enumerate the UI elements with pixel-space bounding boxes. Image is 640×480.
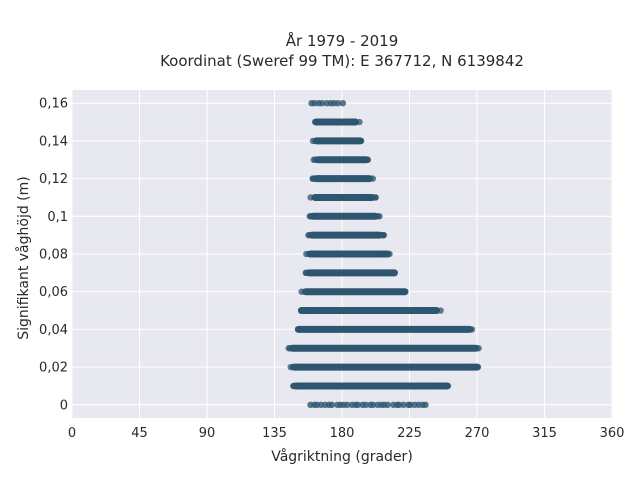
data-point [301, 326, 309, 333]
data-point [436, 382, 444, 390]
y-tick-label: 0,1 [47, 210, 68, 225]
data-point [302, 307, 309, 314]
data-point [314, 156, 322, 163]
x-tick-label: 45 [131, 426, 148, 441]
data-point [328, 401, 336, 409]
y-tick-label: 0,04 [39, 323, 68, 338]
data-point [314, 213, 321, 220]
data-point [311, 118, 319, 126]
x-tick-label: 315 [532, 426, 557, 441]
data-point [384, 401, 391, 409]
data-point [339, 99, 347, 107]
x-tick-label: 135 [262, 426, 287, 441]
data-point [285, 345, 292, 352]
data-point [437, 307, 444, 314]
data-point [371, 231, 378, 239]
data-point [386, 250, 393, 258]
y-tick-label: 0,16 [39, 97, 68, 112]
data-point [309, 175, 316, 182]
data-points [285, 99, 482, 409]
data-point [471, 345, 479, 352]
data-point [400, 288, 408, 295]
y-axis-label: Signifikant våghöjd (m) [15, 176, 32, 339]
x-tick-label: 360 [600, 426, 625, 441]
data-point [299, 345, 306, 352]
y-tick-label: 0 [60, 398, 68, 413]
data-point [298, 288, 305, 295]
data-point [297, 363, 305, 371]
y-tick-label: 0,08 [39, 248, 68, 263]
y-axis-ticks: 0 0,02 0,04 0,06 0,08 0,1 0,12 0,14 0,16 [39, 97, 68, 414]
x-tick-label: 270 [465, 426, 490, 441]
data-point [358, 137, 365, 145]
data-point [305, 250, 313, 258]
data-point [308, 288, 315, 295]
data-point [467, 345, 474, 352]
data-point [443, 382, 450, 390]
data-point [369, 175, 377, 182]
x-axis-ticks: 0 45 90 135 180 225 270 315 360 [68, 426, 625, 441]
data-point [309, 269, 317, 277]
data-point [369, 401, 377, 409]
data-point [376, 213, 383, 220]
data-point [293, 382, 300, 390]
data-point [362, 401, 369, 409]
y-tick-label: 0,12 [39, 172, 68, 187]
data-point [307, 194, 314, 201]
data-point [354, 401, 362, 409]
data-point [309, 231, 317, 239]
data-point [391, 288, 399, 295]
data-point [311, 194, 319, 201]
data-point [334, 99, 342, 107]
data-point [389, 269, 396, 277]
x-tick-label: 90 [199, 426, 216, 441]
data-point [350, 118, 358, 126]
data-point [395, 401, 403, 409]
chart-title: År 1979 - 2019 [286, 31, 399, 50]
data-point [468, 363, 475, 371]
data-point [458, 326, 465, 333]
data-point [344, 401, 351, 409]
data-point [303, 269, 310, 277]
data-point [307, 213, 314, 220]
y-tick-label: 0,06 [39, 285, 68, 300]
data-point [305, 231, 312, 239]
data-point [380, 231, 387, 239]
data-point [400, 401, 407, 409]
data-point [362, 175, 369, 182]
x-axis-label: Vågriktning (grader) [271, 448, 413, 465]
data-point [422, 401, 429, 409]
data-point [294, 326, 302, 333]
chart-subtitle: Koordinat (Sweref 99 TM): E 367712, N 61… [160, 52, 524, 70]
x-tick-label: 0 [68, 426, 76, 441]
data-point [363, 156, 371, 163]
data-point [311, 250, 318, 258]
data-point [318, 99, 326, 107]
data-point [377, 250, 385, 258]
y-tick-label: 0,02 [39, 361, 68, 376]
x-tick-label: 180 [330, 426, 355, 441]
x-tick-label: 225 [397, 426, 422, 441]
data-point [468, 326, 476, 333]
data-point [384, 269, 391, 277]
data-point [428, 307, 435, 314]
data-point [315, 137, 323, 145]
data-point [356, 118, 363, 126]
data-point [365, 194, 373, 201]
y-tick-label: 0,14 [39, 134, 68, 149]
